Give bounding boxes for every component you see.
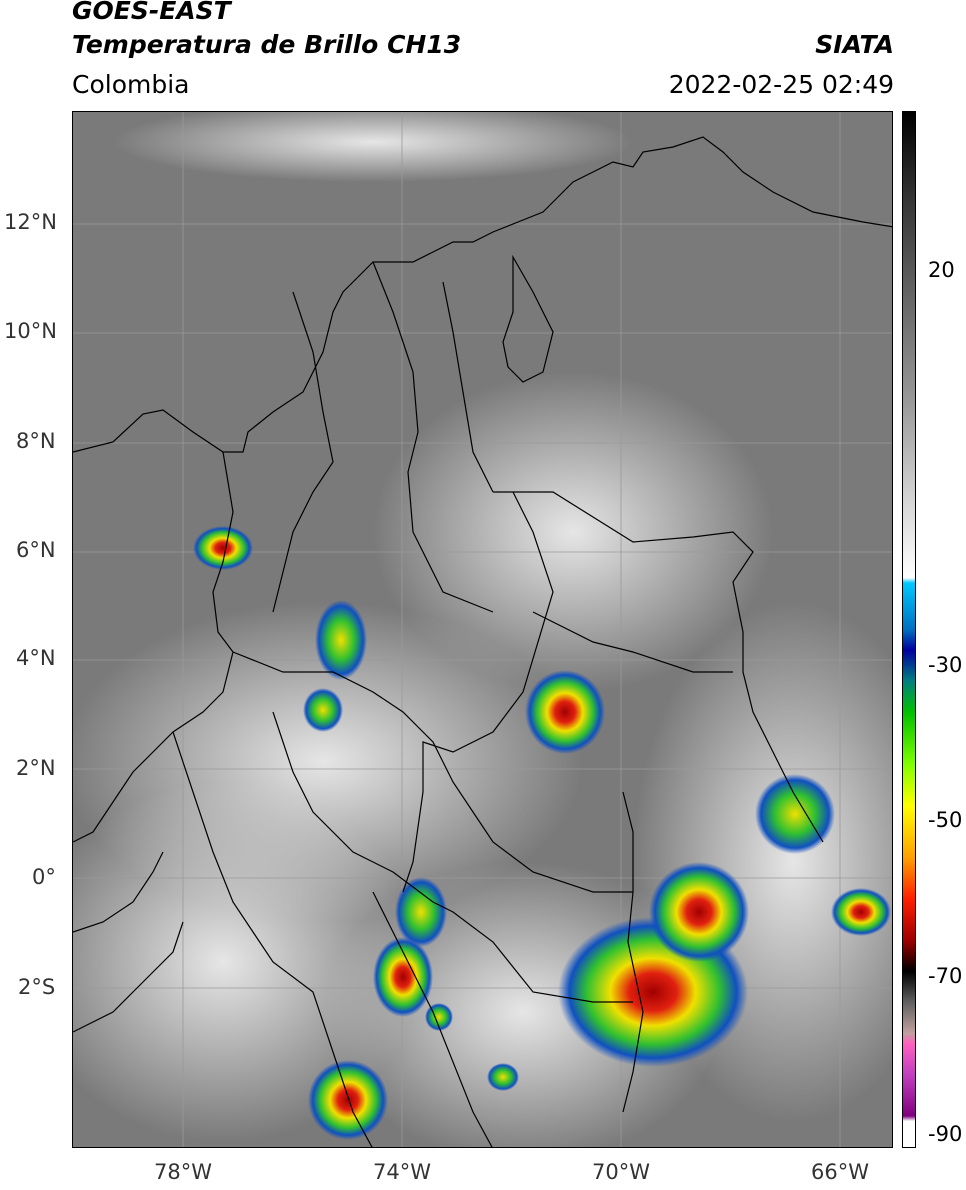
lon-label: 66°W — [811, 1160, 869, 1184]
colorbar-tick: 20 — [928, 258, 955, 282]
lon-label: 74°W — [373, 1160, 431, 1184]
timestamp-label: 2022-02-25 02:49 — [668, 70, 894, 99]
product-title: Temperatura de Brillo CH13 — [72, 30, 462, 59]
lat-label: 10°N — [4, 319, 57, 343]
colorbar-tick: -50 — [928, 808, 963, 832]
cloud-layer — [73, 112, 892, 1147]
borders — [73, 136, 892, 1147]
colorbar-tick: -90 — [928, 1122, 963, 1146]
lat-label: 6°N — [16, 538, 56, 562]
temperature-colorbar — [902, 111, 916, 1148]
satellite-map[interactable] — [72, 111, 893, 1148]
colorbar-tick: -70 — [928, 964, 963, 988]
lat-label: 0° — [32, 865, 56, 889]
colorbar-tick: -30 — [928, 653, 963, 677]
lat-label: 12°N — [4, 210, 57, 234]
lon-label: 78°W — [154, 1160, 212, 1184]
convection-cells — [193, 526, 891, 1140]
lat-label: 4°N — [16, 646, 56, 670]
lat-label: 2°S — [18, 975, 56, 999]
lon-label: 70°W — [592, 1160, 650, 1184]
lat-label: 8°N — [16, 429, 56, 453]
satellite-title: GOES-EAST — [72, 0, 231, 25]
region-label: Colombia — [72, 70, 190, 99]
map-canvas — [73, 112, 892, 1147]
lat-label: 2°N — [16, 756, 56, 780]
agency-label: SIATA — [815, 30, 894, 59]
